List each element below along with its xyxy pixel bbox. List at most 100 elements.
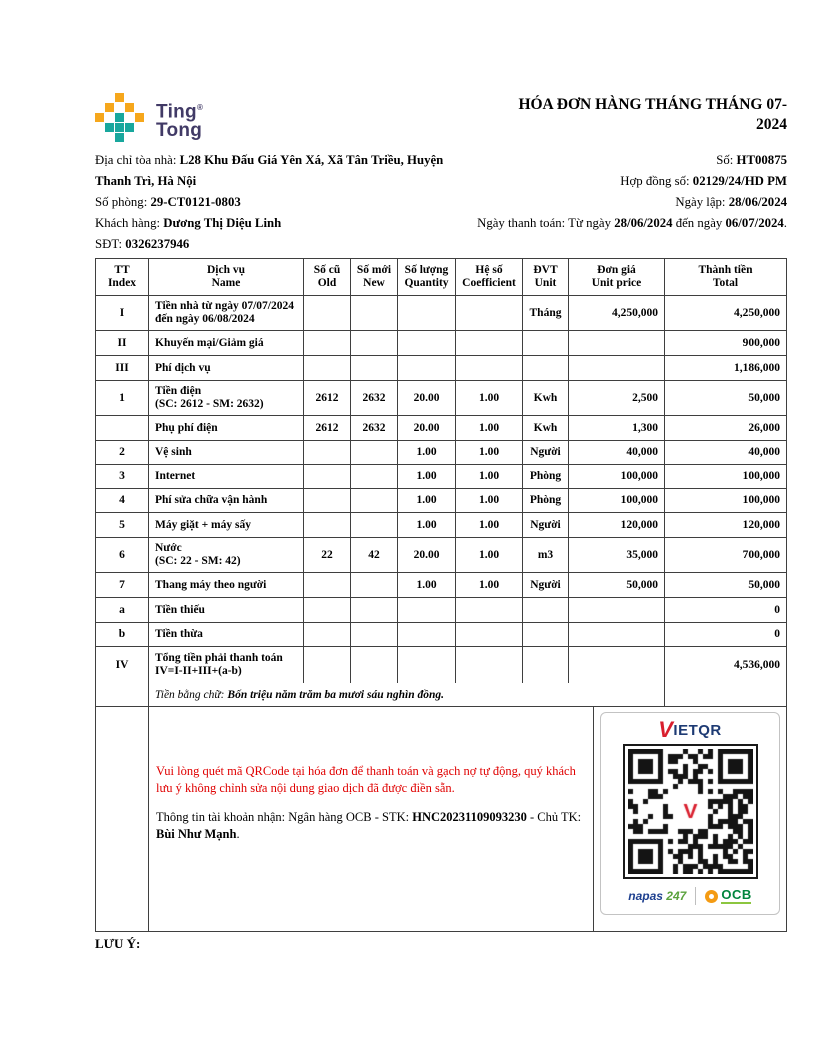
table-row: 5 Máy giặt + máy sấy 1.00 1.00 Người 120,000 1… <box>96 513 786 538</box>
amount-in-words-row: Tiền bằng chữ: Bốn triệu năm trăm ba mươ… <box>96 683 786 707</box>
qr-cell: V IETQR napas 247 OCB <box>594 707 786 931</box>
table-cell <box>523 331 569 355</box>
tingtong-logo-icon <box>95 93 147 143</box>
table-cell <box>398 647 456 683</box>
table-row: IV Tổng tiền phải thanh toán IV=I-II+III+(… <box>96 647 786 683</box>
table-row: 4 Phí sửa chữa vận hành 1.00 1.00 Phòng 100,0… <box>96 489 786 513</box>
table-cell: 20.00 <box>398 381 456 415</box>
invoice-table-rows: TT Index Dịch vụ Name Số cũ Old Số mới New Số lư… <box>96 259 786 683</box>
table-cell: Dịch vụ Name <box>149 259 304 295</box>
building-address-line: Địa chỉ tòa nhà: L28 Khu Đấu Giá Yên Xá,… <box>95 153 444 188</box>
issue-date-line: Ngày lập: 28/06/2024 <box>675 195 787 209</box>
table-cell: 2632 <box>351 381 398 415</box>
table-cell: 50,000 <box>748 391 780 404</box>
table-row: 2 Vệ sinh 1.00 1.00 Người 40,000 40,000 <box>96 441 786 465</box>
table-header-row: TT Index Dịch vụ Name Số cũ Old Số mới New Số lư… <box>96 259 786 296</box>
table-cell: 100,000 <box>742 470 780 482</box>
table-cell: 7 <box>96 573 149 597</box>
table-cell: Tổng tiền phải thanh toán IV=I-II+III+(a-… <box>149 647 304 683</box>
table-cell: 42 <box>351 538 398 572</box>
table-cell <box>456 331 523 355</box>
table-row: II Khuyến mại/Giảm giá 900,000 <box>96 331 786 356</box>
table-cell: 2 <box>96 441 149 464</box>
table-cell: Người <box>523 513 569 537</box>
table-cell <box>351 331 398 355</box>
table-cell: Máy giặt + máy sấy <box>149 513 304 537</box>
table-cell: 2632 <box>351 416 398 440</box>
table-cell: 1.00 <box>398 573 456 597</box>
table-cell <box>398 331 456 355</box>
qr-code <box>627 749 753 874</box>
table-cell <box>398 296 456 330</box>
table-cell <box>351 513 398 537</box>
ocb-icon <box>705 889 719 903</box>
table-cell: 1.00 <box>456 513 523 537</box>
table-cell: Tiền nhà từ ngày 07/07/2024 đến ngày 06/0… <box>149 296 304 330</box>
table-cell <box>304 331 351 355</box>
table-cell: Kwh <box>523 416 569 440</box>
payment-note-cell: Vui lòng quét mã QRCode tại hóa đơn để t… <box>149 707 594 931</box>
table-cell: 4 <box>96 489 149 512</box>
table-cell: Đơn giá Unit price <box>569 259 665 295</box>
table-cell: 1.00 <box>456 489 523 512</box>
table-cell <box>569 356 665 380</box>
table-cell <box>351 598 398 622</box>
table-cell <box>351 573 398 597</box>
table-cell <box>304 465 351 488</box>
table-row: 1 Tiền điện (SC: 2612 - SM: 2632) 2612 2632 2… <box>96 381 786 416</box>
table-cell <box>456 296 523 330</box>
table-cell <box>569 331 665 355</box>
table-cell <box>523 623 569 646</box>
trademark-icon: ® <box>196 103 204 112</box>
table-row: b Tiền thừa 0 <box>96 623 786 647</box>
table-cell <box>351 623 398 646</box>
table-cell: 1.00 <box>398 489 456 512</box>
table-cell <box>569 623 665 646</box>
table-cell: 5 <box>96 513 149 537</box>
table-cell: 40,000 <box>748 446 780 458</box>
table-cell: 120,000 <box>742 518 780 531</box>
table-row: a Tiền thiếu 0 <box>96 598 786 623</box>
table-cell: 4,250,000 <box>569 296 665 330</box>
table-cell: 1.00 <box>456 465 523 488</box>
invoice-info-left: Địa chỉ tòa nhà: L28 Khu Đấu Giá Yên Xá,… <box>95 150 453 255</box>
customer-line: Khách hàng: Dương Thị Diệu Linh <box>95 216 282 230</box>
table-cell: Tiền thiếu <box>149 598 304 622</box>
table-cell <box>304 513 351 537</box>
table-cell: 1.00 <box>398 513 456 537</box>
table-cell: Phí sửa chữa vận hành <box>149 489 304 512</box>
table-cell: 900,000 <box>742 336 780 349</box>
table-cell: 20.00 <box>398 538 456 572</box>
table-cell: I <box>96 296 149 330</box>
table-cell: 1.00 <box>398 465 456 488</box>
table-cell: Tiền điện (SC: 2612 - SM: 2632) <box>149 381 304 415</box>
table-cell: 2612 <box>304 416 351 440</box>
table-row: Phụ phí điện 2612 2632 20.00 1.00 Kwh 1,300 26,… <box>96 416 786 441</box>
ocb-slogan-bar <box>721 902 752 904</box>
table-cell: Khuyến mại/Giảm giá <box>149 331 304 355</box>
table-cell: Kwh <box>523 381 569 415</box>
table-cell: 50,000 <box>569 573 665 597</box>
table-cell <box>351 296 398 330</box>
table-cell <box>304 598 351 622</box>
table-cell: m3 <box>523 538 569 572</box>
table-cell: Tiền thừa <box>149 623 304 646</box>
table-cell: Số mới New <box>351 259 398 295</box>
logo-divider <box>695 887 697 905</box>
vietqr-logo: V IETQR <box>658 717 722 742</box>
phone-line: SĐT: 0326237946 <box>95 237 190 251</box>
tingtong-logo: Ting® Tong <box>95 93 203 143</box>
table-cell: 100,000 <box>569 489 665 512</box>
table-cell: Số cũ Old <box>304 259 351 295</box>
table-cell: TT Index <box>96 259 149 295</box>
table-cell: 35,000 <box>569 538 665 572</box>
table-cell <box>304 489 351 512</box>
table-cell: 22 <box>304 538 351 572</box>
table-cell: 2612 <box>304 381 351 415</box>
table-cell: Người <box>523 441 569 464</box>
table-cell <box>351 465 398 488</box>
tingtong-logo-text: Ting® Tong <box>156 101 204 142</box>
table-cell <box>456 623 523 646</box>
table-cell: ĐVT Unit <box>523 259 569 295</box>
table-cell: 100,000 <box>742 494 780 506</box>
